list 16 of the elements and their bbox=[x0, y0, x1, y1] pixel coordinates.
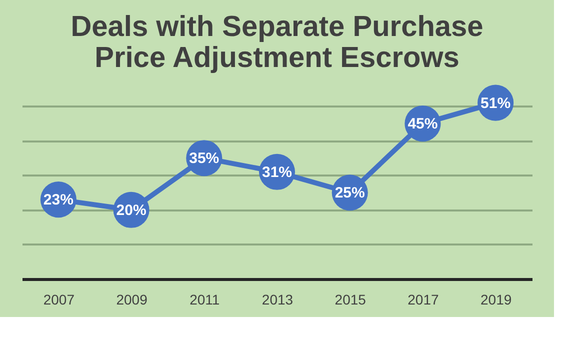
x-tick-label: 2009 bbox=[116, 292, 148, 308]
data-label: 51% bbox=[480, 94, 511, 112]
x-tick-label: 2013 bbox=[262, 292, 294, 308]
x-tick-label: 2007 bbox=[43, 292, 75, 308]
data-label: 45% bbox=[408, 116, 438, 133]
x-tick-label: 2015 bbox=[334, 292, 366, 308]
data-label: 25% bbox=[334, 184, 365, 202]
x-tick-label: 2011 bbox=[190, 292, 220, 308]
text: Deals with Separate Purchase bbox=[70, 10, 484, 43]
data-label: 35% bbox=[189, 150, 220, 168]
text: Price Adjustment Escrows bbox=[94, 42, 460, 74]
data-label: 31% bbox=[262, 164, 292, 181]
x-tick-label: 2019 bbox=[480, 292, 512, 308]
x-tick-label: 2017 bbox=[408, 292, 439, 308]
data-label: 20% bbox=[116, 202, 146, 219]
data-label: 23% bbox=[43, 192, 74, 209]
